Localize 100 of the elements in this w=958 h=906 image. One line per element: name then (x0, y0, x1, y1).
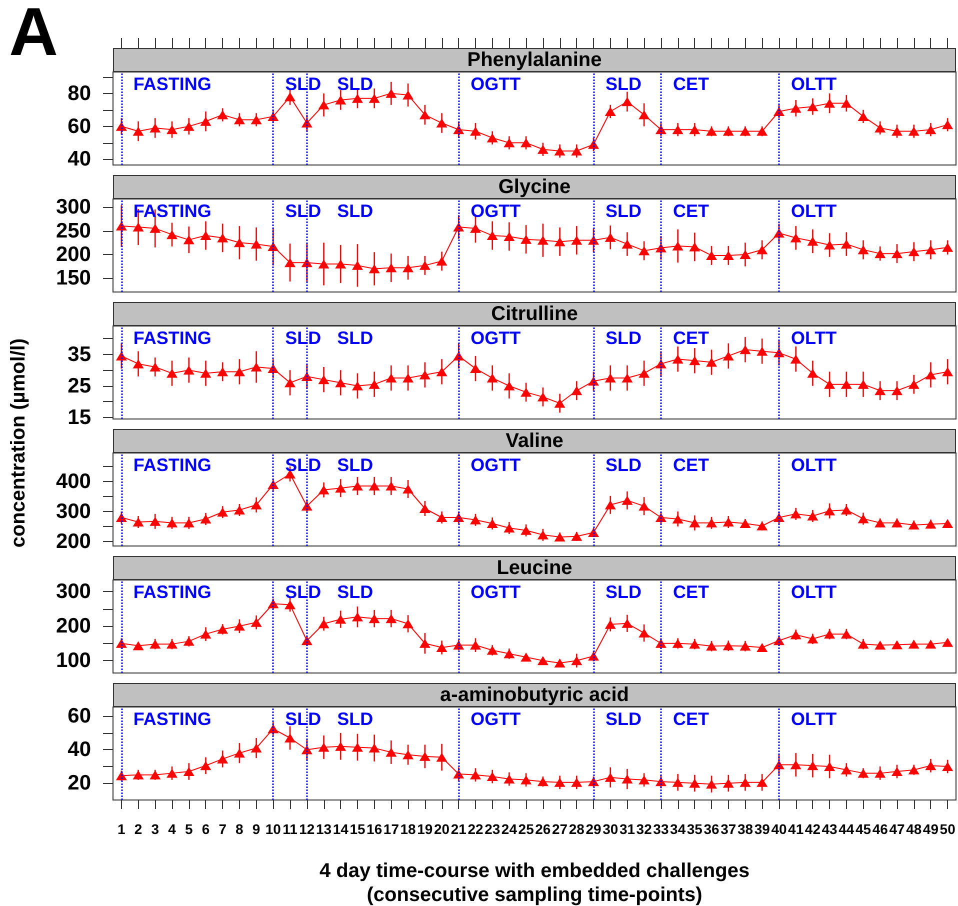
x-tick-label: 11 (282, 821, 298, 837)
ref-line-label: OGTT (470, 455, 521, 475)
y-tick-label: 100 (56, 649, 91, 672)
ref-line-label: SLD (606, 74, 642, 94)
ref-line-label: SLD (285, 328, 322, 348)
ref-line-label: CET (672, 201, 709, 221)
x-tick-label: 46 (872, 821, 888, 837)
x-tick-label: 6 (202, 821, 210, 837)
x-tick-label: 14 (332, 821, 349, 837)
ref-line-label: SLD (606, 328, 642, 348)
y-tick-label: 60 (68, 114, 91, 138)
x-tick-label: 43 (822, 821, 838, 837)
y-tick-label: 25 (68, 374, 92, 398)
chart-title: Citrulline (491, 303, 578, 325)
text: A (9, 0, 58, 70)
y-axis-title: concentration (µmol/l) (8, 338, 30, 548)
x-tick-label: 36 (704, 821, 720, 837)
ref-line-label: CET (672, 455, 709, 475)
ref-line-label: CET (672, 709, 709, 729)
x-tick-label: 26 (535, 821, 551, 837)
ref-line-label: FASTING (133, 709, 212, 729)
y-tick-label: 60 (68, 704, 91, 728)
x-tick-label: 39 (754, 821, 770, 837)
y-tick-label: 400 (56, 470, 91, 493)
ref-line-label: OGTT (470, 709, 521, 729)
ref-line-label: OGTT (470, 201, 521, 221)
x-tick-label: 10 (265, 821, 282, 837)
header-strip: Valine (113, 429, 956, 453)
x-tick-label: 40 (771, 821, 787, 837)
x-tick-label: 16 (366, 821, 382, 837)
x-tick-label: 19 (417, 821, 433, 837)
ref-line-label: FASTING (133, 74, 212, 94)
ref-line-label: SLD (337, 74, 374, 94)
y-tick-label: 80 (68, 82, 91, 105)
x-tick-label: 8 (236, 821, 244, 837)
x-tick-label: 21 (450, 821, 467, 837)
ref-line-label: SLD (606, 582, 642, 602)
x-tick-label: 2 (134, 821, 142, 837)
x-tick-label: 18 (400, 821, 416, 837)
ref-line-label: SLD (337, 709, 374, 729)
y-tick-label: 300 (56, 196, 91, 219)
ref-line-label: OLTT (790, 709, 837, 729)
ref-line-label: OLTT (790, 582, 837, 602)
ref-line-label: SLD (606, 455, 642, 475)
x-tick-label: 48 (906, 821, 922, 837)
y-tick-label: 250 (56, 219, 91, 242)
y-tick-label: 40 (68, 148, 91, 171)
x-tick-label: 50 (940, 821, 956, 837)
y-tick-label: 15 (68, 406, 92, 429)
ref-line-label: CET (672, 582, 709, 602)
ref-line-label: OLTT (790, 455, 837, 475)
ref-line-label: SLD (606, 201, 642, 221)
chart-title: Phenylalanine (467, 49, 602, 71)
x-tick-label: 29 (586, 821, 602, 837)
ref-line-label: OLTT (790, 328, 837, 348)
y-tick-label: 150 (56, 266, 91, 290)
x-tick-label: 44 (838, 821, 854, 837)
ref-line-label: SLD (337, 455, 374, 475)
ref-line-label: SLD (285, 201, 322, 221)
x-tick-label: 31 (619, 821, 636, 837)
x-tick-label: 30 (602, 821, 618, 837)
x-tick-label: 12 (299, 821, 315, 837)
x-tick-label: 25 (518, 821, 534, 837)
header-strip: Citrulline (113, 302, 956, 326)
header-strip: a-aminobutyric acid (113, 683, 956, 707)
x-tick-label: 42 (804, 821, 821, 837)
x-tick-label: 34 (670, 821, 686, 837)
header-strip: Leucine (113, 556, 956, 580)
ref-line-label: OLTT (790, 74, 837, 94)
y-tick-label: 200 (56, 530, 91, 553)
ref-line-label: CET (672, 328, 709, 348)
x-tick-label: 7 (218, 821, 227, 837)
ref-line-label: SLD (285, 709, 322, 729)
x-tick-label: 13 (316, 821, 332, 837)
x-tick-label: 38 (737, 821, 754, 837)
x-tick-label: 33 (653, 821, 669, 837)
y-tick-label: 200 (56, 243, 91, 266)
chart-title: Glycine (498, 176, 571, 198)
ref-line-label: OGTT (470, 74, 521, 94)
ref-line-label: FASTING (133, 455, 212, 475)
y-tick-label: 40 (68, 738, 91, 762)
ref-line-label: OGTT (470, 328, 521, 348)
x-tick-label: 22 (468, 821, 484, 837)
x-tick-label: 20 (434, 821, 450, 837)
chart-title: a-aminobutyric acid (440, 684, 629, 706)
x-tick-label: 5 (184, 821, 193, 837)
x-tick-label: 23 (484, 821, 500, 837)
ref-line-label: SLD (285, 582, 322, 602)
ref-line-label: SLD (285, 74, 322, 94)
x-tick-label: 37 (720, 821, 736, 837)
x-tick-label: 49 (922, 821, 939, 837)
x-tick-label: 9 (252, 821, 260, 837)
x-tick-label: 3 (151, 821, 160, 837)
x-tick-label: 47 (889, 821, 905, 837)
chart-title: Leucine (496, 557, 572, 579)
ref-line-label: OLTT (790, 201, 837, 221)
ref-line-label: FASTING (133, 582, 212, 602)
ref-line-label: SLD (337, 582, 374, 602)
x-tick-label: 27 (552, 821, 568, 837)
y-tick-label: 20 (68, 772, 91, 795)
